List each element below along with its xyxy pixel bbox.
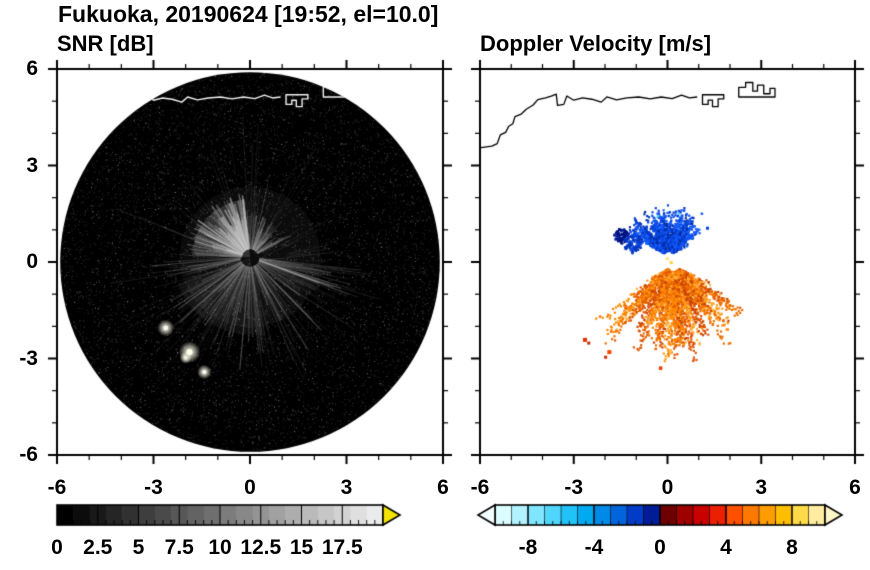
snr-x-tick-label: -6 xyxy=(47,476,67,499)
snr-colorbar-tick-label: 7.5 xyxy=(164,536,194,559)
snr-colorbar-tick-label: 17.5 xyxy=(321,536,363,559)
snr-y-tick-label: -6 xyxy=(19,443,38,466)
snr-colorbar-tick-label: 10 xyxy=(208,536,232,559)
doppler-colorbar-tick-label: -4 xyxy=(584,536,604,559)
snr-y-tick-label: -3 xyxy=(19,346,38,370)
doppler-x-tick-label: -3 xyxy=(564,476,584,499)
snr-y-tick-label: 6 xyxy=(26,57,38,80)
snr-x-tick-label: 0 xyxy=(244,476,256,499)
doppler-colorbar-tick-label: 0 xyxy=(654,536,666,559)
snr-x-tick-label: 3 xyxy=(340,476,353,499)
snr-panel-title: SNR [dB] xyxy=(57,31,154,56)
snr-x-tick-label: 6 xyxy=(437,476,449,499)
snr-colorbar-tick-label: 2.5 xyxy=(83,536,113,559)
doppler-ppi-plot xyxy=(468,57,867,467)
doppler-colorbar-tick-label: 4 xyxy=(720,536,732,559)
snr-y-tick-label: 0 xyxy=(26,250,38,273)
doppler-x-tick-label: -6 xyxy=(470,476,490,499)
snr-colorbar xyxy=(45,500,425,534)
figure-title: Fukuoka, 20190624 [19:52, el=10.0] xyxy=(58,1,439,27)
doppler-colorbar-tick-label: 8 xyxy=(786,536,798,559)
snr-y-tick-label: 3 xyxy=(26,153,38,177)
doppler-colorbar xyxy=(470,500,870,534)
snr-ppi-plot xyxy=(45,57,455,467)
snr-colorbar-tick-label: 15 xyxy=(289,536,314,559)
doppler-colorbar-tick-label: -8 xyxy=(518,536,538,559)
doppler-x-tick-label: 3 xyxy=(755,476,768,499)
snr-colorbar-tick-label: 0 xyxy=(51,536,63,559)
doppler-panel-title: Doppler Velocity [m/s] xyxy=(480,31,712,56)
snr-colorbar-tick-label: 5 xyxy=(132,536,145,559)
snr-colorbar-tick-label: 12.5 xyxy=(240,536,282,559)
snr-x-tick-label: -3 xyxy=(144,476,163,499)
doppler-x-tick-label: 6 xyxy=(849,476,861,499)
doppler-x-tick-label: 0 xyxy=(661,476,674,499)
